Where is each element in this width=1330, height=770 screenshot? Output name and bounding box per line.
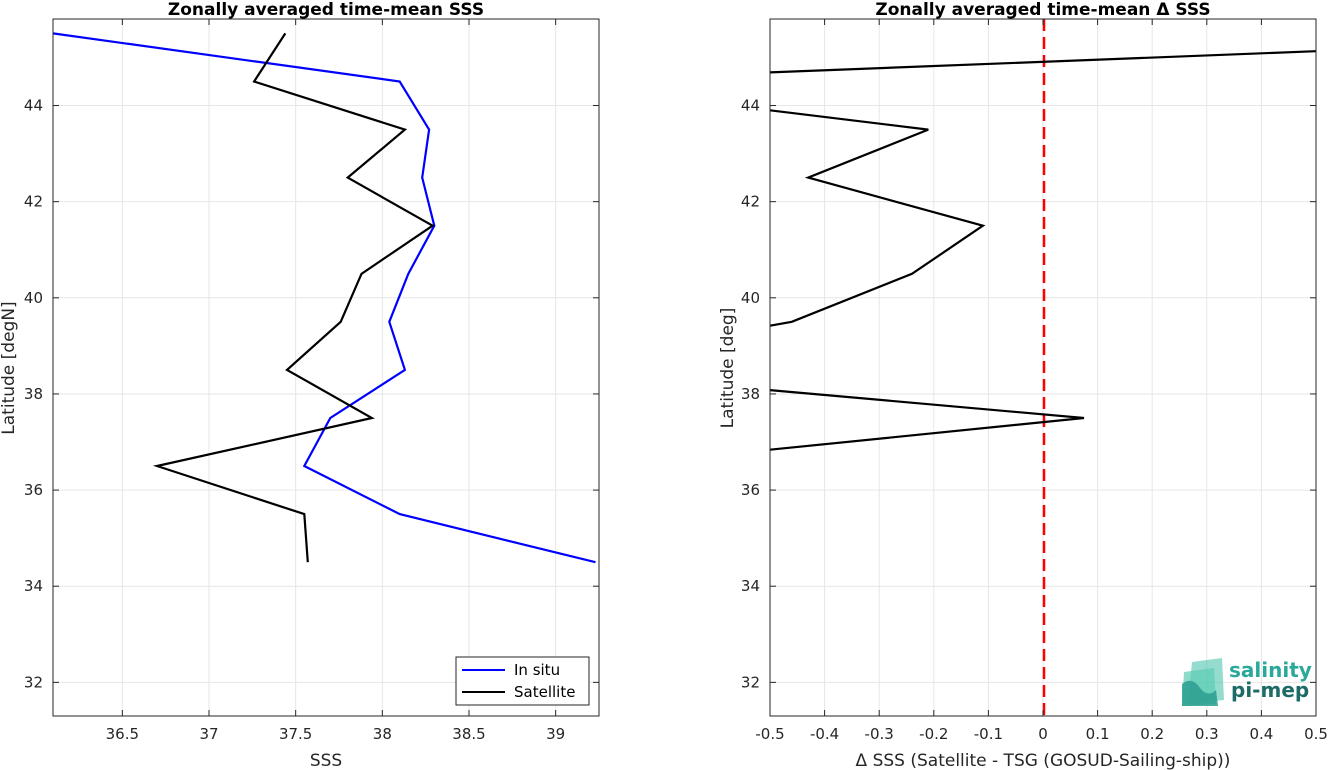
- y-tick-label: 44: [24, 97, 43, 115]
- logo-line-1: salinity: [1229, 658, 1312, 682]
- x-tick-label: 0.3: [1195, 725, 1219, 743]
- y-tick-label: 36: [24, 481, 43, 499]
- series-line-delta-segment-1: [769, 50, 1317, 74]
- series-line-in-situ: [52, 32, 596, 564]
- x-tick-label: 37.5: [279, 725, 312, 743]
- x-tick-label: -0.4: [810, 725, 839, 743]
- y-tick-label: 36: [741, 481, 760, 499]
- x-tick-label: 0.4: [1249, 725, 1273, 743]
- y-tick-label: 40: [24, 289, 43, 307]
- left-chart-ticks: 36.5 37 37.5 38 38.5 39 32 34 36 38 40 42 44: [24, 19, 599, 743]
- y-tick-label: 32: [24, 673, 43, 691]
- series-line-delta-segment-3: [769, 389, 1085, 451]
- x-tick-label: 0.2: [1140, 725, 1164, 743]
- right-chart-xlabel: Δ SSS (Satellite - TSG (GOSUD-Sailing-sh…: [856, 751, 1231, 770]
- x-tick-label: -0.1: [974, 725, 1003, 743]
- salinity-pi-mep-logo: salinity pi-mep: [1182, 658, 1312, 706]
- x-tick-label: -0.2: [919, 725, 948, 743]
- y-tick-label: 42: [741, 193, 760, 211]
- x-tick-label: 38: [373, 725, 392, 743]
- left-chart-panel: 36.5 37 37.5 38 38.5 39 32 34 36 38 40 42 44 Zonally…: [0, 0, 600, 770]
- x-tick-label: 37: [199, 725, 218, 743]
- legend-label-in-situ: In situ: [514, 661, 560, 679]
- left-chart-title: Zonally averaged time-mean SSS: [168, 0, 484, 20]
- x-tick-label: 39: [546, 725, 565, 743]
- left-chart-lines: [52, 32, 596, 564]
- right-chart-ylabel: Latitude [deg]: [718, 308, 738, 429]
- y-tick-label: 40: [741, 289, 760, 307]
- y-tick-label: 34: [741, 577, 760, 595]
- y-tick-label: 38: [741, 385, 760, 403]
- legend-label-satellite: Satellite: [514, 683, 575, 701]
- x-tick-label: -0.3: [865, 725, 894, 743]
- x-tick-label: 36.5: [106, 725, 139, 743]
- left-chart-ylabel: Latitude [degN]: [0, 301, 19, 434]
- y-tick-label: 32: [741, 673, 760, 691]
- x-tick-label: 0: [1038, 725, 1048, 743]
- x-tick-label: -0.5: [755, 725, 784, 743]
- y-tick-label: 42: [24, 193, 43, 211]
- series-line-delta-segment-2: [769, 109, 986, 327]
- x-tick-label: 0.5: [1304, 725, 1328, 743]
- right-chart-lines: [769, 50, 1317, 451]
- left-chart-grid: [53, 19, 599, 716]
- x-tick-label: 38.5: [452, 725, 485, 743]
- y-tick-label: 38: [24, 385, 43, 403]
- y-tick-label: 44: [741, 97, 760, 115]
- right-chart-panel: -0.5 -0.4 -0.3 -0.2 -0.1 0 0.1 0.2 0.3 0.4 0.5 32 34…: [718, 0, 1328, 770]
- legend: In situ Satellite: [455, 656, 590, 706]
- y-tick-label: 34: [24, 577, 43, 595]
- left-chart-axes-box: [52, 18, 600, 717]
- right-chart-ticks: -0.5 -0.4 -0.3 -0.2 -0.1 0 0.1 0.2 0.3 0.4 0.5 32 34…: [741, 19, 1328, 743]
- x-tick-label: 0.1: [1086, 725, 1110, 743]
- series-line-satellite: [152, 32, 435, 563]
- right-chart-title: Zonally averaged time-mean Δ SSS: [875, 0, 1210, 20]
- left-chart-xlabel: SSS: [310, 751, 342, 770]
- logo-line-2: pi-mep: [1231, 678, 1309, 702]
